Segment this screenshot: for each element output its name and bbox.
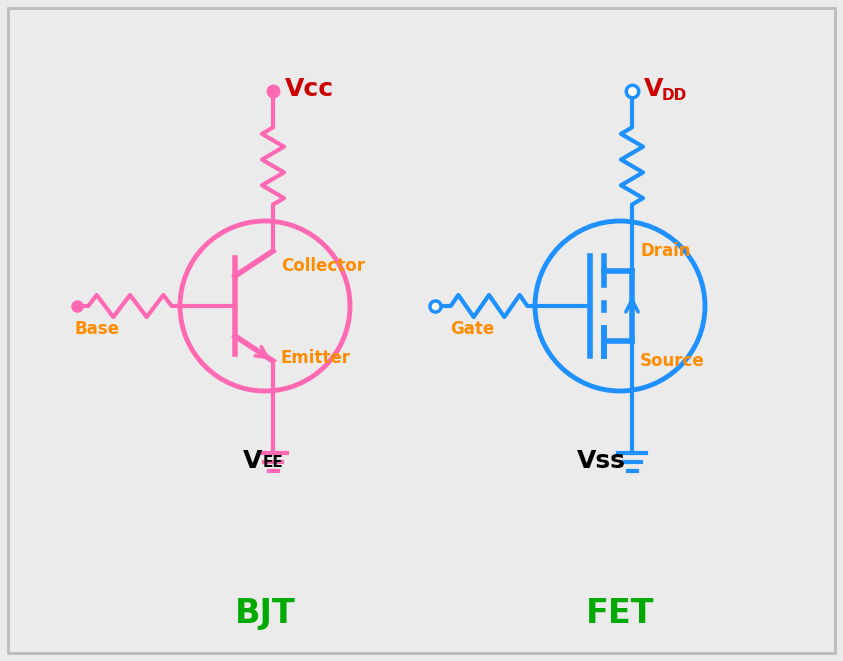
Text: V: V [644, 77, 663, 101]
Text: Collector: Collector [281, 257, 365, 275]
Text: BJT: BJT [234, 597, 295, 630]
Text: Vcc: Vcc [285, 77, 334, 101]
Text: V: V [243, 449, 262, 473]
Text: Emitter: Emitter [281, 349, 351, 367]
Text: Source: Source [640, 352, 705, 370]
Text: FET: FET [586, 597, 654, 630]
Text: DD: DD [662, 87, 687, 102]
Text: EE: EE [263, 455, 284, 470]
Text: Gate: Gate [450, 320, 494, 338]
Text: Base: Base [75, 320, 120, 338]
Text: Drain: Drain [640, 242, 690, 260]
Text: Vss: Vss [577, 449, 626, 473]
